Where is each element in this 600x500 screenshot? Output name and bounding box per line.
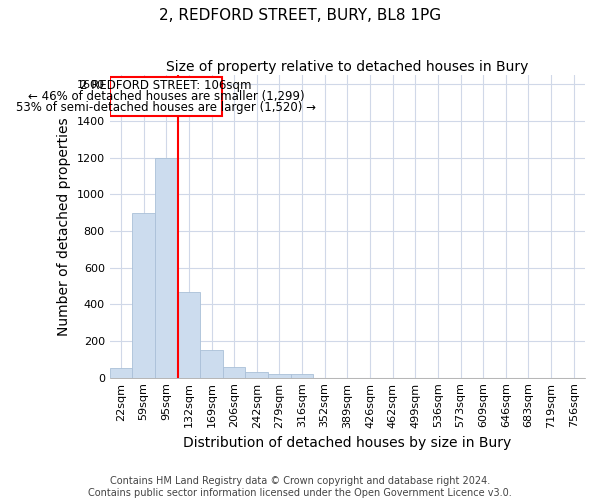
Bar (110, 77, 223, 116)
Bar (268, 374, 291, 378)
Text: 2, REDFORD STREET, BURY, BL8 1PG: 2, REDFORD STREET, BURY, BL8 1PG (159, 8, 441, 22)
Y-axis label: Number of detached properties: Number of detached properties (57, 117, 71, 336)
Bar (223, 366, 245, 378)
Bar (155, 158, 178, 378)
Bar (291, 374, 313, 378)
Bar (132, 212, 155, 378)
Bar (245, 372, 268, 378)
Bar (110, 368, 132, 378)
Text: ← 46% of detached houses are smaller (1,299): ← 46% of detached houses are smaller (1,… (28, 90, 305, 103)
X-axis label: Distribution of detached houses by size in Bury: Distribution of detached houses by size … (183, 436, 511, 450)
Text: 53% of semi-detached houses are larger (1,520) →: 53% of semi-detached houses are larger (… (16, 100, 316, 114)
Title: Size of property relative to detached houses in Bury: Size of property relative to detached ho… (166, 60, 529, 74)
Text: Contains HM Land Registry data © Crown copyright and database right 2024.
Contai: Contains HM Land Registry data © Crown c… (88, 476, 512, 498)
Bar (200, 350, 223, 378)
Bar (178, 292, 200, 378)
Text: 2 REDFORD STREET: 106sqm: 2 REDFORD STREET: 106sqm (80, 79, 252, 92)
